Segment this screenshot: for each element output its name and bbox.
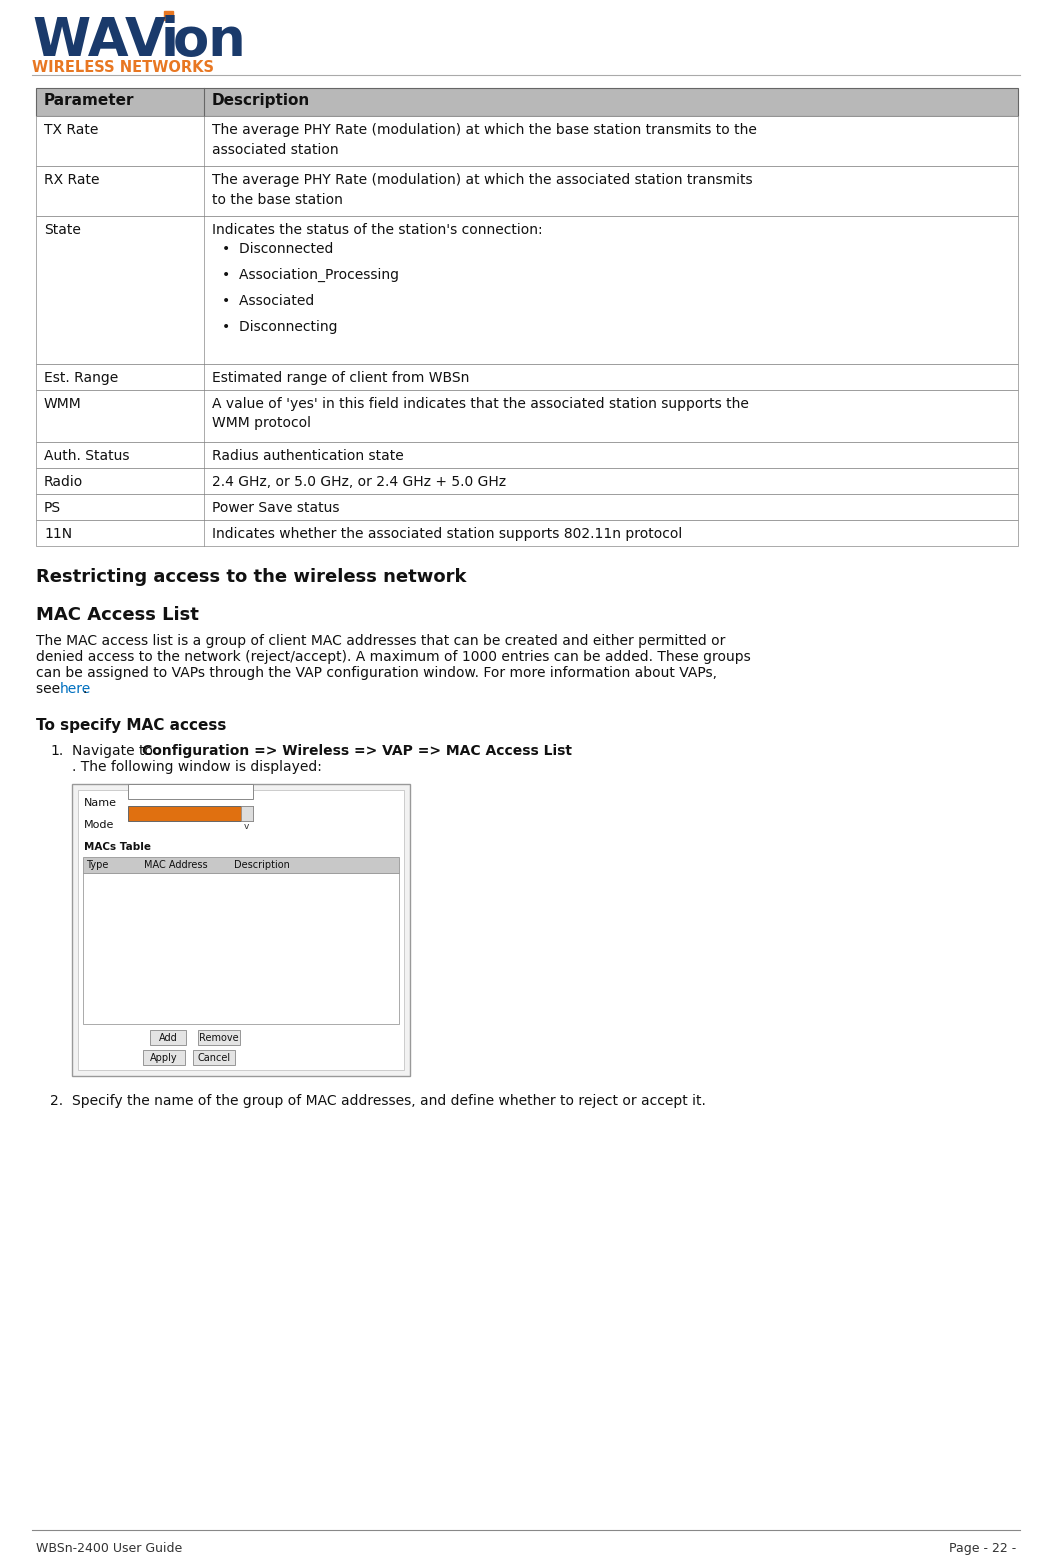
- Text: WMM: WMM: [44, 396, 82, 411]
- Text: 1.: 1.: [50, 744, 63, 758]
- Text: v: v: [244, 823, 249, 831]
- Bar: [193, 1050, 235, 1066]
- Bar: [128, 805, 252, 821]
- Text: TX Rate: TX Rate: [44, 122, 99, 136]
- Text: 2.4 GHz, or 5.0 GHz, or 2.4 GHz + 5.0 GHz: 2.4 GHz, or 5.0 GHz, or 2.4 GHz + 5.0 GH…: [213, 475, 506, 489]
- Text: Description: Description: [213, 92, 310, 108]
- Text: WIRELESS NETWORKS: WIRELESS NETWORKS: [32, 60, 214, 75]
- Text: MAC Address: MAC Address: [144, 860, 207, 870]
- Text: Remove: Remove: [199, 1033, 239, 1044]
- Text: Indicates the status of the station's connection:: Indicates the status of the station's co…: [213, 223, 543, 237]
- Text: •  Disconnected: • Disconnected: [222, 241, 333, 255]
- Text: RX Rate: RX Rate: [44, 172, 100, 186]
- Bar: [36, 364, 1018, 390]
- Text: •  Associated: • Associated: [222, 295, 315, 309]
- Text: here: here: [59, 682, 90, 696]
- Text: Navigate to: Navigate to: [72, 744, 158, 758]
- Text: PS: PS: [44, 501, 61, 516]
- Bar: [198, 1030, 240, 1045]
- Text: can be assigned to VAPs through the VAP configuration window. For more informati: can be assigned to VAPs through the VAP …: [36, 666, 717, 680]
- Text: A value of 'yes' in this field indicates that the associated station supports th: A value of 'yes' in this field indicates…: [213, 396, 749, 431]
- Bar: [83, 873, 399, 1023]
- Bar: [78, 790, 404, 1070]
- Text: Auth. Status: Auth. Status: [44, 450, 129, 462]
- Text: Estimated range of client from WBSn: Estimated range of client from WBSn: [213, 371, 469, 385]
- Text: Cancel: Cancel: [198, 1053, 230, 1062]
- Text: Configuration => Wireless => VAP => MAC Access List: Configuration => Wireless => VAP => MAC …: [142, 744, 572, 758]
- Bar: [36, 469, 1018, 494]
- Bar: [72, 784, 410, 1077]
- Text: 11N: 11N: [44, 527, 73, 541]
- Text: Est. Range: Est. Range: [44, 371, 118, 385]
- Text: The average PHY Rate (modulation) at which the base station transmits to the
ass: The average PHY Rate (modulation) at whi…: [213, 122, 756, 157]
- Text: Mode: Mode: [84, 820, 115, 831]
- Bar: [36, 442, 1018, 469]
- Text: •  Disconnecting: • Disconnecting: [222, 320, 338, 334]
- Text: MAC Access List: MAC Access List: [36, 606, 199, 624]
- Bar: [143, 1050, 185, 1066]
- Text: .: .: [82, 682, 87, 696]
- Text: Radius authentication state: Radius authentication state: [213, 450, 404, 462]
- Text: State: State: [44, 223, 81, 237]
- Text: Name: Name: [84, 798, 117, 809]
- Text: Parameter: Parameter: [44, 92, 135, 108]
- Text: To specify MAC access: To specify MAC access: [36, 718, 226, 733]
- Bar: [164, 11, 173, 20]
- Text: The average PHY Rate (modulation) at which the associated station transmits
to t: The average PHY Rate (modulation) at whi…: [213, 172, 752, 207]
- Bar: [83, 857, 399, 873]
- Text: Description: Description: [234, 860, 290, 870]
- Text: Indicates whether the associated station supports 802.11n protocol: Indicates whether the associated station…: [213, 527, 683, 541]
- Text: WBSn-2400 User Guide: WBSn-2400 User Guide: [36, 1542, 182, 1554]
- Text: Specify the name of the group of MAC addresses, and define whether to reject or : Specify the name of the group of MAC add…: [72, 1094, 706, 1108]
- Text: Radio: Radio: [44, 475, 83, 489]
- Text: . The following window is displayed:: . The following window is displayed:: [72, 760, 322, 774]
- Bar: [150, 1030, 186, 1045]
- Text: denied access to the network (reject/accept). A maximum of 1000 entries can be a: denied access to the network (reject/acc…: [36, 650, 751, 664]
- Text: see: see: [36, 682, 64, 696]
- Text: Apply: Apply: [150, 1053, 178, 1062]
- Text: on: on: [173, 16, 247, 67]
- Bar: [36, 88, 1018, 116]
- Text: •  Association_Processing: • Association_Processing: [222, 268, 399, 282]
- Bar: [241, 805, 252, 821]
- Bar: [128, 784, 252, 799]
- Text: The MAC access list is a group of client MAC addresses that can be created and e: The MAC access list is a group of client…: [36, 635, 726, 649]
- Text: Restricting access to the wireless network: Restricting access to the wireless netwo…: [36, 567, 466, 586]
- Text: Add: Add: [159, 1033, 178, 1044]
- Bar: [36, 166, 1018, 216]
- Text: Reject: Reject: [133, 823, 165, 832]
- Bar: [36, 494, 1018, 520]
- Bar: [36, 390, 1018, 442]
- Text: Power Save status: Power Save status: [213, 501, 340, 516]
- Text: Page - 22 -: Page - 22 -: [949, 1542, 1016, 1554]
- Bar: [36, 216, 1018, 364]
- Text: 2.: 2.: [50, 1094, 63, 1108]
- Text: Type: Type: [86, 860, 108, 870]
- Bar: [36, 116, 1018, 166]
- Text: WAV: WAV: [32, 16, 166, 67]
- Bar: [36, 520, 1018, 545]
- Text: i: i: [161, 16, 179, 67]
- Text: MACs Table: MACs Table: [84, 841, 151, 852]
